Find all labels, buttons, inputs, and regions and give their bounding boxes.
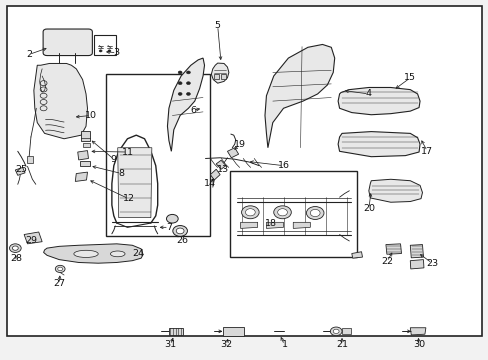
Polygon shape [24, 232, 42, 244]
Ellipse shape [74, 250, 98, 257]
Polygon shape [409, 328, 425, 335]
Bar [213, 74, 218, 79]
Bar [27, 156, 33, 163]
Text: 2: 2 [26, 50, 32, 59]
Polygon shape [351, 252, 362, 258]
Polygon shape [293, 222, 310, 228]
Circle shape [55, 265, 65, 273]
Text: 30: 30 [412, 341, 424, 350]
Bar [222, 327, 244, 336]
Polygon shape [43, 244, 143, 263]
Polygon shape [167, 58, 204, 151]
Circle shape [178, 93, 182, 95]
Polygon shape [34, 63, 87, 139]
Bar [105, 74, 210, 235]
Polygon shape [266, 222, 283, 228]
Circle shape [99, 50, 102, 52]
Circle shape [12, 246, 18, 250]
Text: 26: 26 [176, 237, 188, 246]
Circle shape [273, 206, 291, 219]
Text: 19: 19 [233, 140, 245, 149]
Polygon shape [368, 179, 422, 202]
Circle shape [306, 207, 324, 220]
Bar [221, 74, 225, 79]
Polygon shape [337, 87, 419, 115]
Circle shape [186, 71, 190, 74]
Bar [341, 328, 350, 334]
Polygon shape [210, 169, 220, 180]
Text: 15: 15 [404, 73, 415, 82]
FancyBboxPatch shape [43, 29, 92, 55]
Text: 4: 4 [365, 89, 371, 98]
Text: 25: 25 [15, 165, 27, 174]
Circle shape [330, 327, 341, 336]
Text: 17: 17 [421, 147, 432, 156]
Polygon shape [78, 150, 88, 160]
Polygon shape [240, 222, 257, 228]
Ellipse shape [110, 251, 125, 257]
Text: 18: 18 [265, 219, 277, 228]
Text: 20: 20 [362, 204, 374, 213]
Circle shape [332, 329, 338, 333]
Bar [82, 143, 90, 147]
Polygon shape [264, 44, 334, 148]
Circle shape [108, 50, 111, 52]
Text: 32: 32 [220, 341, 232, 350]
Circle shape [277, 209, 287, 216]
Polygon shape [211, 63, 228, 83]
Polygon shape [118, 148, 152, 218]
Text: 14: 14 [204, 179, 216, 188]
Text: 11: 11 [121, 148, 133, 157]
Text: 28: 28 [10, 255, 22, 264]
Bar [94, 36, 116, 55]
Text: 22: 22 [380, 257, 392, 266]
Circle shape [186, 82, 190, 85]
Bar [80, 161, 90, 166]
Text: 12: 12 [122, 194, 134, 203]
Text: 13: 13 [216, 165, 228, 174]
Text: 21: 21 [335, 341, 347, 350]
Text: 27: 27 [53, 279, 65, 288]
Text: 7: 7 [165, 223, 172, 232]
Bar [81, 131, 90, 141]
Text: 6: 6 [190, 105, 196, 114]
Text: 3: 3 [113, 48, 120, 57]
Circle shape [245, 209, 255, 216]
Text: 16: 16 [277, 161, 289, 170]
Text: 24: 24 [132, 249, 144, 258]
Circle shape [58, 267, 62, 271]
Circle shape [172, 226, 187, 236]
Text: 9: 9 [111, 155, 117, 164]
Circle shape [310, 210, 320, 217]
Text: 8: 8 [119, 169, 124, 178]
Bar [168, 328, 182, 335]
Text: 31: 31 [164, 341, 176, 350]
Polygon shape [385, 244, 401, 254]
Text: 23: 23 [426, 259, 437, 268]
Text: 29: 29 [25, 237, 37, 246]
Polygon shape [227, 148, 238, 158]
Circle shape [178, 82, 182, 85]
Text: 1: 1 [281, 341, 287, 350]
Polygon shape [409, 244, 423, 258]
Polygon shape [15, 167, 25, 175]
Circle shape [178, 71, 182, 74]
Circle shape [186, 93, 190, 95]
Circle shape [9, 244, 21, 252]
Circle shape [241, 206, 259, 219]
Polygon shape [75, 172, 87, 181]
Bar [229, 171, 356, 257]
Polygon shape [337, 132, 419, 157]
Circle shape [166, 215, 178, 223]
Circle shape [176, 228, 183, 234]
Text: 10: 10 [85, 111, 97, 120]
Text: 5: 5 [214, 21, 220, 30]
Polygon shape [216, 160, 225, 169]
Polygon shape [409, 260, 423, 269]
